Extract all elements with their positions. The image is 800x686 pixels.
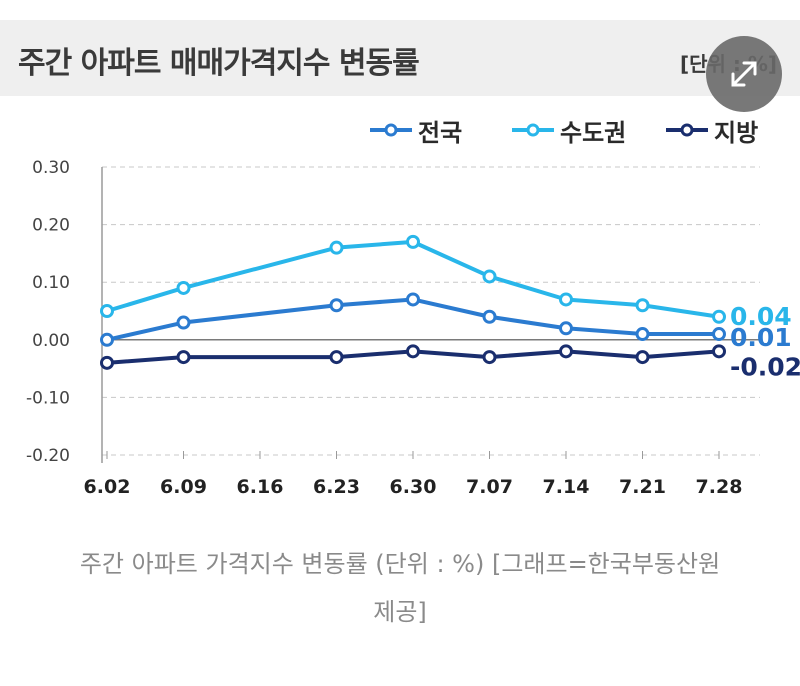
expand-icon: [731, 61, 757, 87]
x-tick-label: 7.07: [466, 476, 513, 498]
end-value-label: 0.01: [730, 323, 792, 352]
data-point: [100, 355, 114, 370]
x-tick-label: 7.28: [696, 476, 743, 498]
y-tick-label: 0.10: [32, 273, 70, 293]
data-point: [329, 350, 344, 365]
series-line: [106, 239, 720, 319]
legend-item-capital: 수도권: [510, 112, 626, 148]
x-tick-label: 7.21: [619, 476, 666, 498]
caption-line-1: 주간 아파트 가격지수 변동률 (단위 : %) [그래프=한국부동산원: [79, 550, 721, 578]
x-tick-label: 6.02: [84, 476, 131, 498]
x-tick-label: 6.16: [237, 476, 284, 498]
data-point: [712, 327, 726, 342]
caption-line-2: 제공]: [373, 598, 427, 626]
data-point: [100, 332, 114, 347]
data-point: [482, 269, 497, 284]
x-tick-label: 6.23: [313, 476, 360, 498]
data-point: [559, 321, 573, 336]
data-point: [635, 298, 650, 313]
data-point: [406, 292, 420, 307]
legend-marker-regional: [666, 123, 708, 137]
data-point: [406, 234, 420, 249]
data-point: [100, 304, 114, 318]
legend-label-capital: 수도권: [560, 118, 627, 147]
data-point: [635, 327, 650, 342]
data-point: [176, 280, 191, 295]
data-point: [329, 240, 344, 255]
expand-button[interactable]: [706, 36, 782, 112]
chart-title: 주간 아파트 매매가격지수 변동률: [18, 46, 420, 81]
data-point: [482, 350, 497, 365]
x-tick-label: 6.09: [160, 476, 207, 498]
data-point: [176, 315, 191, 330]
legend-marker-capital: [512, 123, 554, 137]
data-point: [329, 298, 344, 313]
series-line: [106, 297, 719, 342]
x-tick-label: 6.30: [390, 476, 437, 498]
series-line: [106, 349, 720, 365]
y-tick-label: 0.00: [32, 331, 70, 351]
y-tick-label: -0.20: [26, 446, 70, 466]
y-tick-label: 0.30: [32, 158, 70, 178]
legend-label-regional: 지방: [714, 118, 759, 147]
end-value-label: -0.02: [730, 352, 800, 381]
line-chart: 0.30 0.20 0.10 0.00 -0.10 -0.20 6.02 6.09 6.16 6.…: [26, 158, 800, 498]
title-bar: 주간 아파트 매매가격지수 변동률 [단위 : %]: [0, 20, 800, 96]
end-value-label: 0.04: [730, 302, 792, 331]
y-tick-label: -0.10: [26, 388, 70, 408]
data-point: [176, 350, 191, 365]
data-point: [635, 350, 650, 365]
x-tick-label: 7.14: [543, 476, 590, 498]
legend-item-national: 전국: [368, 112, 462, 148]
data-point: [712, 344, 726, 359]
data-point: [712, 309, 726, 324]
y-tick-label: 0.20: [32, 216, 70, 236]
data-point: [482, 309, 497, 324]
data-point: [406, 344, 420, 359]
legend-label-national: 전국: [418, 118, 463, 147]
data-point: [559, 292, 573, 307]
figure-caption: 주간 아파트 가격지수 변동률 (단위 : %) [그래프=한국부동산원 제공]: [0, 540, 800, 636]
legend-marker-national: [370, 123, 412, 137]
legend-item-regional: 지방: [664, 112, 758, 148]
data-point: [559, 344, 573, 359]
